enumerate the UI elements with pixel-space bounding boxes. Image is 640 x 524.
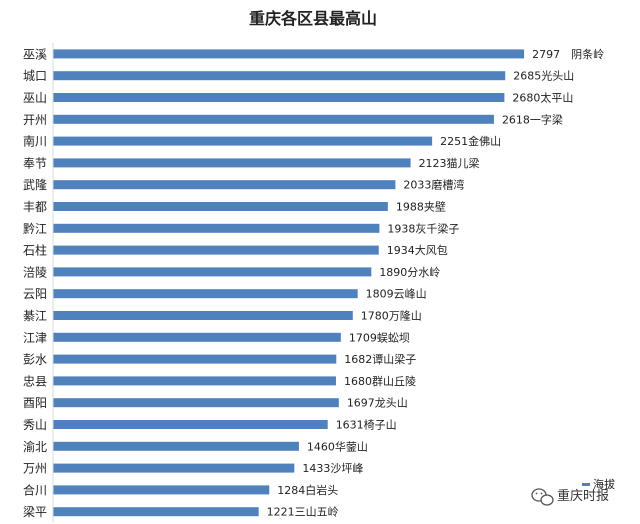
data-label: 1680群山丘陵: [344, 374, 416, 388]
category-label: 渝北: [23, 439, 47, 454]
watermark: 重庆时报: [531, 488, 609, 506]
category-label: 开州: [23, 113, 47, 127]
data-label: 2685光头山: [513, 69, 574, 83]
bar: [53, 223, 380, 233]
category-label: 黔江: [23, 221, 47, 236]
category-label: 梁平: [23, 504, 47, 519]
category-label: 江津: [23, 331, 47, 345]
category-label: 彭水: [23, 353, 47, 367]
category-label: 丰都: [23, 200, 47, 214]
legend-swatch: [582, 483, 590, 486]
data-label: 2033磨槽湾: [403, 178, 464, 192]
data-label: 1938灰千梁子: [387, 221, 459, 235]
category-label: 秀山: [23, 418, 47, 432]
category-label: 万州: [23, 462, 47, 476]
bar: [53, 114, 494, 124]
category-label: 南川: [23, 134, 47, 149]
bar: [53, 463, 295, 473]
category-label: 云阳: [23, 287, 47, 301]
bar: [53, 202, 388, 211]
watermark-text: 重庆时报: [557, 488, 609, 504]
bar: [53, 398, 339, 408]
data-label: 2797 阴条岭: [532, 47, 604, 61]
bar: [53, 136, 433, 146]
data-label: 1809云峰山: [366, 288, 427, 301]
bars: [53, 49, 525, 517]
data-label: 1890分水岭: [379, 265, 440, 279]
category-labels: 巫溪城口巫山开州南川奉节武隆丰都黔江石柱涪陵云阳綦江江津彭水忠县酉阳秀山渝北万州…: [23, 47, 47, 519]
category-label: 忠县: [23, 374, 47, 388]
data-label: 1988夹壁: [396, 200, 446, 214]
bar: [53, 180, 396, 190]
legend: 海拔: [582, 477, 615, 491]
bar: [53, 354, 337, 364]
bar: [53, 507, 259, 517]
data-label: 1284白岩头: [277, 483, 338, 497]
category-label: 城口: [23, 69, 47, 83]
data-label: 1697龙头山: [347, 397, 408, 410]
category-label: 巫溪: [23, 47, 47, 61]
bar: [53, 420, 328, 429]
data-label: 2251金佛山: [440, 134, 501, 148]
bar: [53, 158, 411, 168]
bar: [53, 485, 270, 495]
bar: [53, 93, 505, 102]
category-label: 合川: [23, 482, 47, 497]
data-label: 2618一字梁: [502, 112, 563, 126]
data-label: 1221三山五岭: [267, 505, 339, 519]
bar: [53, 289, 358, 299]
category-label: 涪陵: [23, 264, 47, 279]
bar: [53, 267, 372, 277]
bar: [53, 245, 379, 255]
category-label: 武隆: [23, 177, 47, 192]
data-label: 1780万隆山: [361, 309, 422, 323]
category-label: 巫山: [23, 91, 47, 105]
category-label: 奉节: [23, 156, 47, 170]
data-label: 1460华蓥山: [307, 439, 368, 453]
data-label: 1631椅子山: [336, 418, 397, 432]
data-label: 1433沙坪峰: [302, 462, 363, 475]
bar: [53, 311, 353, 320]
data-label: 2123猫儿梁: [419, 156, 480, 170]
data-label: 2680太平山: [512, 92, 573, 105]
data-label: 1709蜈蚣坝: [349, 330, 410, 344]
wechat-icon: [531, 488, 554, 506]
bar: [53, 71, 506, 81]
category-label: 綦江: [23, 309, 47, 323]
legend-label: 海拔: [593, 477, 615, 491]
bar: [53, 49, 525, 59]
data-label: 1682谭山梁子: [344, 352, 416, 366]
category-label: 酉阳: [23, 396, 47, 410]
category-label: 石柱: [23, 243, 47, 258]
bar: [53, 441, 299, 451]
bar: [53, 376, 336, 386]
data-label: 1934大风包: [387, 243, 448, 257]
bar: [53, 332, 341, 342]
chart-title: 重庆各区县最高山: [249, 9, 377, 28]
